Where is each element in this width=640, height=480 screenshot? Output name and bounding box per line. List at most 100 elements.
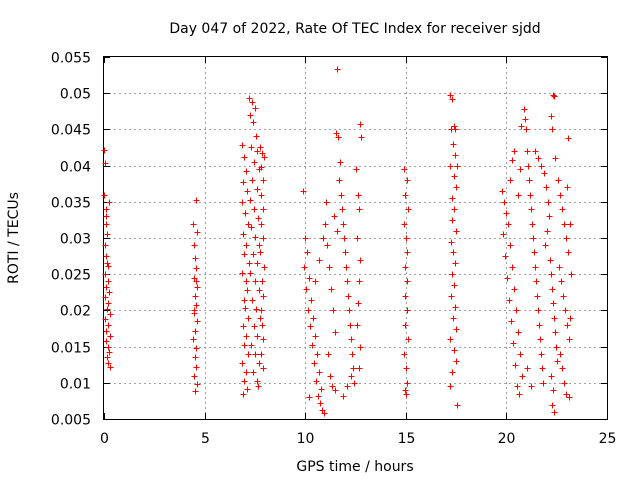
data-point bbox=[501, 199, 508, 206]
data-point bbox=[515, 192, 522, 199]
data-point bbox=[341, 235, 348, 242]
data-point bbox=[324, 242, 331, 249]
data-point bbox=[548, 113, 555, 120]
data-point bbox=[548, 373, 555, 380]
data-point bbox=[348, 336, 355, 343]
data-point bbox=[251, 159, 258, 166]
data-point bbox=[517, 351, 524, 358]
data-point bbox=[404, 380, 411, 387]
data-point bbox=[312, 278, 319, 285]
data-point bbox=[106, 199, 113, 206]
data-point bbox=[528, 206, 535, 213]
data-point bbox=[190, 336, 197, 343]
data-point bbox=[306, 394, 313, 401]
data-point bbox=[564, 322, 571, 329]
data-point bbox=[252, 234, 259, 241]
data-point bbox=[259, 322, 266, 329]
data-point bbox=[565, 249, 572, 256]
data-point bbox=[568, 271, 575, 278]
data-point bbox=[256, 287, 263, 294]
data-point bbox=[514, 383, 521, 390]
data-point bbox=[260, 336, 267, 343]
data-point bbox=[193, 345, 200, 352]
data-point bbox=[260, 206, 267, 213]
data-point bbox=[246, 95, 253, 102]
data-point bbox=[534, 293, 541, 300]
data-point bbox=[519, 373, 526, 380]
data-point bbox=[325, 351, 332, 358]
data-point bbox=[257, 144, 264, 151]
data-point bbox=[565, 135, 572, 142]
data-point bbox=[402, 192, 409, 199]
data-point bbox=[255, 215, 262, 222]
data-point bbox=[338, 192, 345, 199]
data-point bbox=[517, 166, 524, 173]
data-point bbox=[105, 300, 112, 307]
data-point bbox=[327, 373, 334, 380]
data-point bbox=[247, 270, 254, 277]
data-point bbox=[499, 188, 506, 195]
data-point bbox=[544, 228, 551, 235]
data-point bbox=[241, 378, 248, 385]
data-point bbox=[542, 242, 549, 249]
x-tick-label: 15 bbox=[398, 431, 416, 447]
data-point bbox=[311, 360, 318, 367]
data-point bbox=[241, 342, 248, 349]
data-point bbox=[326, 264, 333, 271]
data-point bbox=[251, 206, 258, 213]
data-point bbox=[256, 242, 263, 249]
data-point bbox=[243, 242, 250, 249]
data-point bbox=[243, 278, 250, 285]
data-point bbox=[192, 255, 199, 262]
data-point bbox=[193, 265, 200, 272]
data-point bbox=[452, 304, 459, 311]
data-point bbox=[549, 126, 556, 133]
data-point bbox=[552, 329, 559, 336]
data-point bbox=[239, 142, 246, 149]
data-point bbox=[254, 186, 261, 193]
x-tick-labels: 0 5 10 15 20 25 bbox=[100, 431, 616, 447]
data-point bbox=[241, 297, 248, 304]
data-point bbox=[567, 221, 574, 228]
data-point bbox=[303, 286, 310, 293]
data-point bbox=[448, 239, 455, 246]
data-point bbox=[559, 206, 566, 213]
data-point bbox=[316, 369, 323, 376]
data-point bbox=[402, 264, 409, 271]
data-point bbox=[557, 351, 564, 358]
data-point bbox=[529, 221, 536, 228]
data-point bbox=[403, 235, 410, 242]
data-point bbox=[259, 278, 266, 285]
data-point bbox=[107, 364, 114, 371]
data-point bbox=[248, 144, 255, 151]
data-point bbox=[447, 163, 454, 170]
data-point bbox=[260, 293, 267, 300]
data-point bbox=[332, 329, 339, 336]
data-point bbox=[549, 286, 556, 293]
data-point bbox=[259, 150, 266, 157]
y-tick-labels: 0.005 0.01 0.015 0.02 0.025 0.03 0.035 0.04 0.04… bbox=[51, 51, 91, 429]
data-point bbox=[308, 297, 315, 304]
data-point bbox=[401, 221, 408, 228]
data-point bbox=[248, 342, 255, 349]
data-point bbox=[354, 322, 361, 329]
data-point bbox=[454, 163, 461, 170]
data-point bbox=[316, 257, 323, 264]
data-point bbox=[452, 152, 459, 159]
data-point bbox=[518, 123, 525, 130]
data-point bbox=[451, 123, 458, 130]
data-point bbox=[508, 318, 515, 325]
data-point bbox=[332, 387, 339, 394]
data-point bbox=[449, 217, 456, 224]
data-point bbox=[552, 155, 559, 162]
data-point bbox=[506, 297, 513, 304]
x-tick-label: 5 bbox=[201, 431, 210, 447]
data-point bbox=[242, 210, 249, 217]
data-point bbox=[323, 199, 330, 206]
data-point bbox=[318, 386, 325, 393]
data-point bbox=[340, 221, 347, 228]
data-point bbox=[357, 257, 364, 264]
data-point bbox=[249, 177, 256, 184]
data-point bbox=[194, 229, 201, 236]
data-point bbox=[306, 275, 313, 282]
